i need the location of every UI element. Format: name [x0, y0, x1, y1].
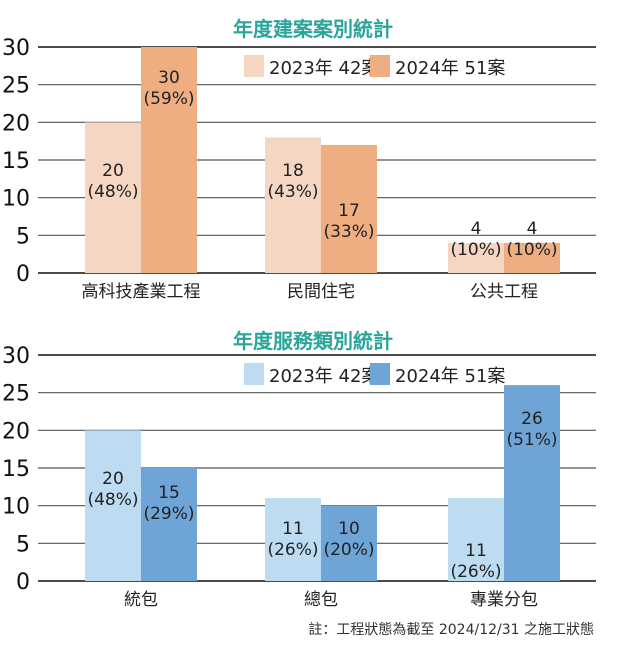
y-tick-label: 5 — [16, 532, 30, 557]
bar — [85, 122, 141, 273]
data-label-percent: (48%) — [87, 182, 138, 202]
data-label-value: 11 — [465, 541, 487, 561]
data-label-value: 4 — [471, 219, 482, 239]
bar — [321, 144, 377, 273]
data-label-value: 18 — [282, 161, 304, 181]
data-label-value: 11 — [282, 519, 304, 539]
bar — [448, 242, 504, 273]
data-label-percent: (48%) — [87, 490, 138, 510]
y-tick-label: 10 — [2, 187, 30, 212]
x-tick-label: 專業分包 — [470, 590, 538, 610]
chart-title: 年度建案案別統計 — [233, 17, 393, 41]
x-tick-label: 統包 — [124, 590, 158, 610]
y-tick-label: 20 — [2, 111, 30, 136]
x-tick-label: 高科技產業工程 — [82, 282, 201, 302]
data-label-percent: (26%) — [267, 540, 318, 560]
y-tick-label: 25 — [2, 74, 30, 99]
data-label-percent: (10%) — [450, 240, 501, 260]
data-label-percent: (59%) — [143, 89, 194, 109]
data-label-percent: (29%) — [143, 504, 194, 524]
bar — [504, 385, 560, 581]
data-label-value: 20 — [102, 161, 124, 181]
legend-swatch — [370, 55, 390, 77]
data-label-percent: (10%) — [506, 240, 557, 260]
data-label-percent: (51%) — [506, 430, 557, 450]
bar — [141, 47, 197, 273]
bar — [141, 468, 197, 581]
bar — [321, 505, 377, 581]
data-label-value: 4 — [527, 219, 538, 239]
legend-label: 2024年 51案 — [395, 366, 505, 387]
y-tick-label: 0 — [16, 570, 30, 595]
y-tick-label: 15 — [2, 457, 30, 482]
legend-swatch — [244, 55, 264, 77]
data-label-percent: (20%) — [323, 540, 374, 560]
legend-swatch — [244, 363, 264, 385]
x-tick-label: 總包 — [304, 590, 338, 610]
y-tick-label: 5 — [16, 224, 30, 249]
data-label-percent: (43%) — [267, 182, 318, 202]
data-label-value: 20 — [102, 469, 124, 489]
data-label-percent: (33%) — [323, 222, 374, 242]
x-tick-label: 民間住宅 — [287, 282, 355, 302]
legend-label: 2024年 51案 — [395, 58, 505, 79]
y-tick-label: 20 — [2, 419, 30, 444]
y-tick-label: 25 — [2, 382, 30, 407]
legend-label: 2023年 42案 — [269, 366, 379, 387]
legend-label: 2023年 42案 — [269, 58, 379, 79]
y-tick-label: 10 — [2, 495, 30, 520]
footnote: 註：工程狀態為截至 2024/12/31 之施工狀態 — [308, 622, 594, 638]
data-label-value: 10 — [338, 519, 360, 539]
data-label-value: 15 — [158, 483, 180, 503]
x-tick-label: 公共工程 — [470, 282, 538, 302]
y-tick-label: 30 — [2, 344, 30, 369]
data-label-value: 30 — [158, 68, 180, 88]
bar — [265, 498, 321, 581]
data-label-value: 17 — [338, 201, 360, 221]
data-label-percent: (26%) — [450, 562, 501, 582]
chart-title: 年度服務類別統計 — [233, 329, 393, 353]
bar — [85, 430, 141, 581]
data-label-value: 26 — [521, 409, 543, 429]
y-tick-label: 15 — [2, 149, 30, 174]
legend-swatch — [370, 363, 390, 385]
bar — [504, 242, 560, 273]
y-tick-label: 30 — [2, 36, 30, 61]
bar — [265, 137, 321, 273]
y-tick-label: 0 — [16, 262, 30, 287]
bar — [448, 498, 504, 581]
